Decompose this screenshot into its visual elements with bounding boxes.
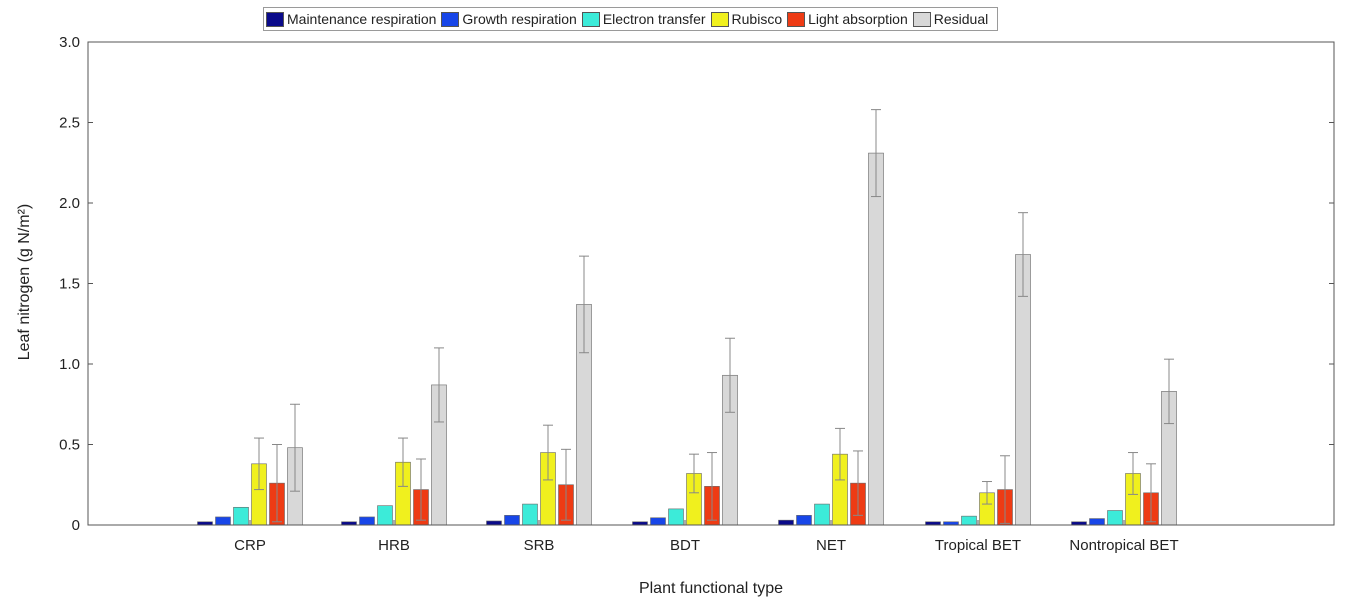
y-tick-label: 0.5 xyxy=(59,437,80,454)
legend-swatch xyxy=(912,11,931,27)
legend-item: Electron transfer xyxy=(581,11,706,27)
bar xyxy=(215,516,231,526)
legend-swatch xyxy=(581,11,600,27)
bar xyxy=(796,515,812,526)
y-tick-label: 2.5 xyxy=(59,115,80,132)
legend-label: Growth respiration xyxy=(462,11,577,27)
x-tick-label: BDT xyxy=(670,537,700,554)
legend-swatch xyxy=(710,11,729,27)
x-tick-label: NET xyxy=(816,537,846,554)
legend-item: Light absorption xyxy=(787,11,908,27)
x-axis-label: Plant functional type xyxy=(638,580,784,597)
x-tick-label: Tropical BET xyxy=(935,537,1021,554)
legend-item: Residual xyxy=(912,11,989,27)
y-tick-label: 1.0 xyxy=(59,356,80,373)
bar xyxy=(961,515,977,526)
legend-label: Maintenance respiration xyxy=(287,11,437,27)
bar xyxy=(359,516,375,526)
bar xyxy=(504,515,520,526)
bar xyxy=(650,517,666,526)
bar xyxy=(868,152,884,526)
y-axis-label: Leaf nitrogen (g N/m²) xyxy=(16,203,33,361)
legend-item: Rubisco xyxy=(710,11,783,27)
bar xyxy=(486,520,502,526)
x-tick-label: Nontropical BET xyxy=(1069,537,1178,554)
legend-label: Electron transfer xyxy=(602,11,706,27)
legend-item: Maintenance respiration xyxy=(266,11,436,27)
legend-label: Rubisco xyxy=(731,11,783,27)
y-tick-label: 0 xyxy=(72,517,80,534)
y-tick-label: 2.0 xyxy=(59,195,80,212)
bar xyxy=(1089,518,1105,526)
legend-swatch xyxy=(441,11,460,27)
x-tick-label: SRB xyxy=(524,537,555,554)
legend-swatch xyxy=(787,11,806,27)
y-tick-label: 3.0 xyxy=(59,34,80,51)
bar xyxy=(522,503,538,526)
legend-label: Light absorption xyxy=(808,11,908,27)
x-tick-label: CRP xyxy=(234,537,266,554)
y-tick-label: 1.5 xyxy=(59,276,80,293)
legend-item: Growth respiration xyxy=(441,11,577,27)
legend-label: Residual xyxy=(933,11,989,27)
bar xyxy=(1107,510,1123,526)
bar xyxy=(668,508,684,526)
bar xyxy=(377,505,393,526)
legend-swatch xyxy=(266,11,284,27)
legend: Maintenance respiration Growth respiratio… xyxy=(263,7,999,31)
x-tick-label: HRB xyxy=(378,537,410,554)
bar xyxy=(778,519,794,526)
bar xyxy=(233,506,249,526)
bar xyxy=(814,503,830,526)
